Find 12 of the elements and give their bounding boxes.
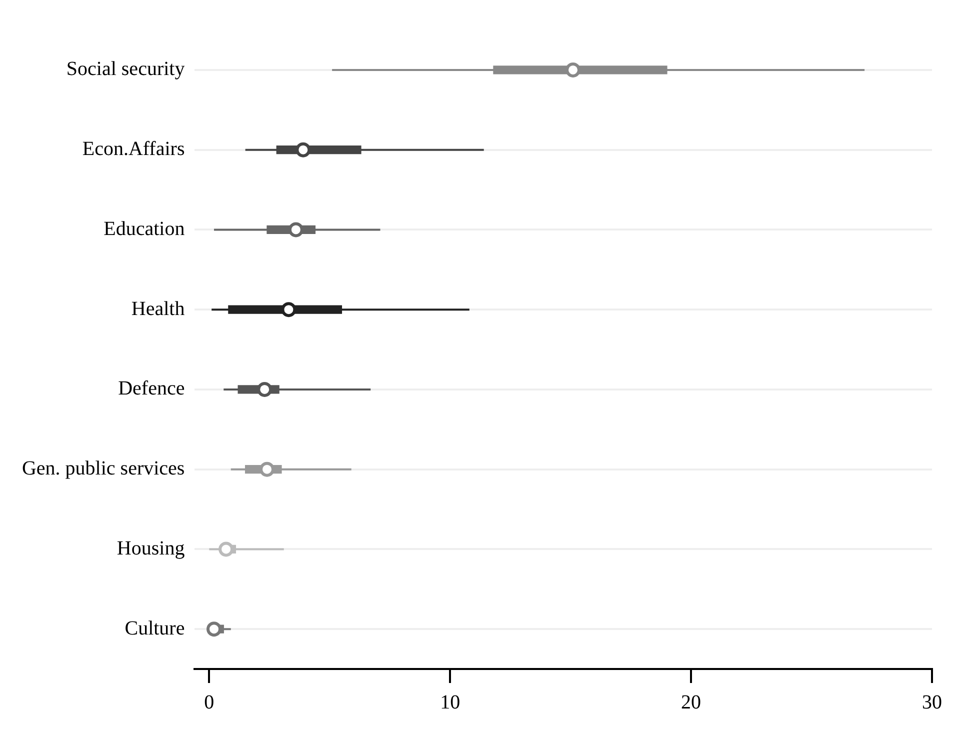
x-tick-label: 10 bbox=[440, 691, 460, 714]
y-tick-label: Econ.Affairs bbox=[82, 138, 185, 160]
y-tick-label: Social security bbox=[66, 58, 185, 80]
y-tick-label: Defence bbox=[118, 378, 185, 400]
y-tick-label: Gen. public services bbox=[22, 458, 185, 480]
y-tick-label: Education bbox=[104, 218, 185, 240]
x-tick-label: 30 bbox=[922, 691, 942, 714]
x-tick-label: 20 bbox=[681, 691, 702, 714]
y-tick-label: Housing bbox=[116, 537, 185, 560]
y-tick-label: Culture bbox=[124, 617, 185, 640]
y-tick-label: Health bbox=[131, 298, 185, 320]
x-tick-label: 0 bbox=[204, 691, 214, 714]
